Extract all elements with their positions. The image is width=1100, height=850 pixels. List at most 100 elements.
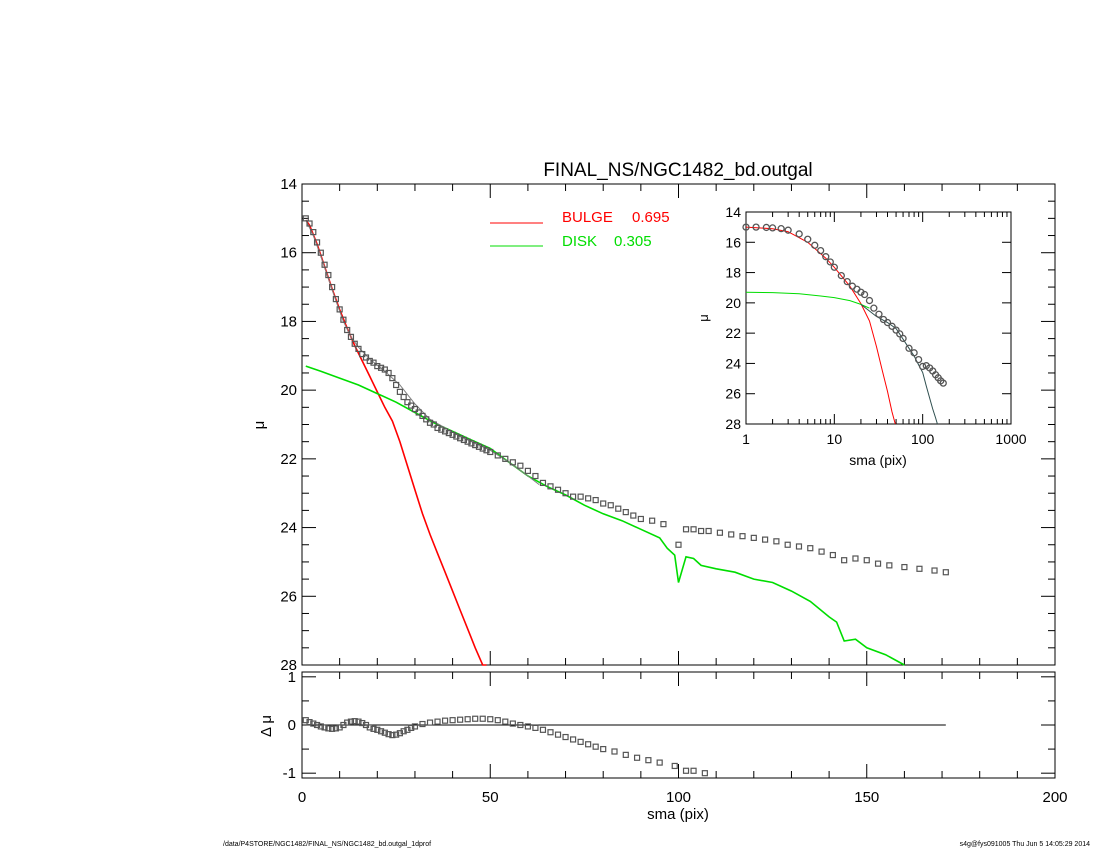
main-data-point — [524, 467, 532, 474]
residual-data-point — [502, 718, 509, 725]
main-data-point — [517, 462, 524, 469]
residual-data-point — [592, 743, 599, 750]
residual-data-point — [393, 731, 400, 738]
main-data-point — [389, 375, 396, 382]
residual-data-point — [682, 767, 690, 774]
residual-y-tick-label: 1 — [288, 669, 296, 686]
main-data-point — [942, 569, 949, 576]
main-series-line-1 — [305, 365, 905, 666]
main-data-point — [366, 357, 373, 365]
main-series-line-2 — [305, 219, 540, 485]
inset-x-tick-label: 100 — [911, 431, 935, 447]
main-data-point — [434, 424, 441, 432]
residual-data-point — [347, 718, 355, 725]
residual-data-point — [517, 721, 524, 729]
legend-disk-label: DISK — [562, 233, 597, 250]
footer-path: /data/P4STORE/NGC1482/FINAL_NS/NGC1482_b… — [223, 841, 432, 848]
residual-data-point — [381, 729, 388, 736]
inset-data-point — [742, 223, 750, 231]
main-data-point — [355, 345, 362, 353]
residual-data-point — [377, 728, 385, 735]
inset-y-tick-label: 24 — [725, 355, 741, 371]
main-y-tick-label: 14 — [280, 176, 297, 193]
main-data-point — [682, 526, 690, 533]
main-y-axis-label: μ — [251, 421, 268, 430]
main-data-point — [310, 229, 317, 236]
main-data-point — [630, 512, 637, 519]
residual-data-point — [426, 719, 434, 726]
inset-data-point — [804, 235, 812, 243]
residual-data-point — [577, 738, 584, 745]
main-data-point — [438, 426, 445, 433]
inset-data-point — [939, 379, 947, 387]
main-data-point — [445, 429, 452, 437]
residual-data-point — [400, 728, 407, 735]
residual-x-axis-label: sma (pix) — [647, 806, 709, 823]
residual-data-point — [472, 715, 479, 722]
residual-data-point — [464, 716, 471, 723]
main-data-point — [329, 283, 336, 291]
main-data-point — [479, 445, 486, 452]
inset-y-tick-label: 18 — [725, 265, 741, 281]
residual-x-tick-label: 150 — [854, 789, 879, 806]
main-data-point — [423, 416, 430, 423]
main-y-tick-label: 22 — [280, 451, 297, 468]
residual-data-point — [344, 719, 351, 726]
main-data-point — [426, 419, 434, 426]
main-series — [302, 215, 949, 666]
main-data-point — [539, 479, 547, 487]
inset-data-point — [811, 241, 819, 249]
residual-data-point — [366, 724, 373, 731]
main-data-point — [637, 515, 644, 523]
main-data-point — [569, 493, 577, 500]
main-data-point — [449, 431, 456, 438]
main-ticks: 14 16 18 20 22 24 26 28 — [280, 176, 1056, 674]
inset-data-point — [883, 318, 892, 327]
inset-x-tick-label: 1000 — [995, 431, 1026, 447]
residual-data-point — [585, 741, 592, 748]
main-data-point — [344, 326, 351, 334]
main-data-point — [818, 548, 825, 555]
main-data-point — [306, 220, 313, 227]
inset-series-line-2 — [860, 304, 938, 425]
main-data-point — [554, 486, 562, 493]
main-series-line-0 — [305, 219, 487, 666]
residual-data-point — [487, 716, 494, 723]
main-data-point — [716, 529, 724, 536]
main-data-point — [317, 249, 324, 256]
residual-data-point — [313, 721, 321, 729]
legend-bulge-value: 0.695 — [632, 209, 670, 226]
main-data-point — [852, 555, 859, 562]
residual-data-point — [494, 717, 501, 724]
main-data-point — [607, 502, 614, 509]
residual-y-axis-label: Δ μ — [258, 715, 275, 737]
main-data-point — [761, 536, 769, 543]
main-data-point — [385, 369, 392, 377]
main-data-point — [460, 436, 467, 444]
inset-data-point — [784, 226, 792, 234]
residual-data-point — [656, 759, 663, 766]
main-data-point — [841, 557, 848, 564]
main-data-point — [916, 565, 923, 572]
main-data-point — [483, 447, 490, 454]
residual-x-tick-label: 200 — [1042, 789, 1067, 806]
residual-data-point — [385, 731, 392, 738]
residual-data-point — [355, 718, 362, 725]
inset-series-line-0 — [745, 226, 896, 425]
residual-data-point — [370, 725, 377, 732]
residual-data-point — [457, 716, 464, 723]
residual-data-point — [554, 731, 562, 738]
residual-ticks: 10-10 50 100 150 200 — [283, 669, 1068, 806]
residual-data-point — [441, 717, 449, 724]
main-y-tick-label: 26 — [280, 588, 297, 605]
main-data-point — [400, 393, 407, 401]
inset-y-tick-label: 16 — [725, 234, 741, 250]
inset-data-point — [860, 290, 869, 299]
inset-y-axis-label: μ — [696, 314, 711, 322]
inset-ticks: 14 16 18 20 22 24 26 281 10 100 1000 — [725, 204, 1026, 447]
inset-data-point — [896, 330, 904, 338]
main-data-point — [325, 271, 332, 279]
main-data-point — [487, 448, 494, 456]
residual-data-point — [622, 751, 629, 758]
inset-series-line-1 — [745, 291, 870, 309]
